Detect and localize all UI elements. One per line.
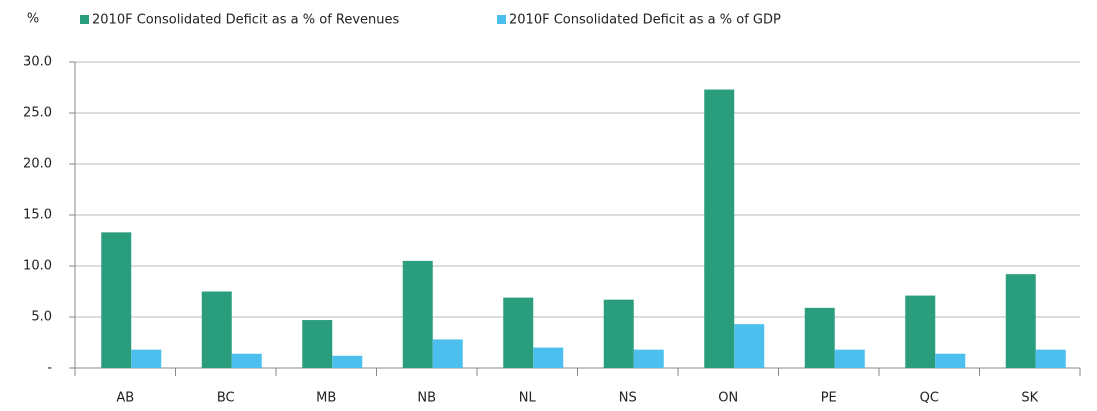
bar xyxy=(231,353,262,368)
bar xyxy=(633,349,664,368)
bar xyxy=(935,353,966,368)
bar xyxy=(804,307,835,368)
legend-swatch xyxy=(497,15,506,24)
bar xyxy=(603,299,634,368)
x-tick-label: PE xyxy=(821,391,837,406)
bar xyxy=(201,291,232,368)
bar xyxy=(131,349,162,368)
x-tick-label: NB xyxy=(417,391,436,406)
y-tick-label: 20.0 xyxy=(23,157,52,172)
bar xyxy=(834,349,865,368)
legend-label: 2010F Consolidated Deficit as a % of GDP xyxy=(509,13,781,28)
y-tick-label: 15.0 xyxy=(23,208,52,223)
x-tick-label: MB xyxy=(316,391,336,406)
x-tick-label: ON xyxy=(718,391,738,406)
bar xyxy=(503,297,534,368)
y-tick-label: 25.0 xyxy=(23,106,52,121)
bar xyxy=(905,295,936,368)
bar xyxy=(1005,274,1036,368)
bar xyxy=(332,355,363,368)
y-tick-label: - xyxy=(47,361,52,376)
x-tick-label: NS xyxy=(619,391,637,406)
legend-label: 2010F Consolidated Deficit as a % of Rev… xyxy=(92,13,400,28)
y-tick-label: 30.0 xyxy=(23,55,52,70)
y-axis-label: % xyxy=(27,12,39,27)
x-tick-label: SK xyxy=(1021,391,1038,406)
x-tick-label: QC xyxy=(920,391,939,406)
bar xyxy=(302,320,333,368)
x-tick-label: NL xyxy=(519,391,537,406)
bar xyxy=(432,339,463,368)
bar xyxy=(101,232,132,368)
bar xyxy=(704,89,735,368)
legend-swatch xyxy=(80,15,89,24)
bar xyxy=(1035,349,1066,368)
x-tick-label: AB xyxy=(116,391,134,406)
bar xyxy=(734,324,765,368)
bar xyxy=(402,260,433,368)
bar xyxy=(533,347,564,368)
y-tick-label: 5.0 xyxy=(31,310,52,325)
y-tick-label: 10.0 xyxy=(23,259,52,274)
x-tick-label: BC xyxy=(217,391,235,406)
